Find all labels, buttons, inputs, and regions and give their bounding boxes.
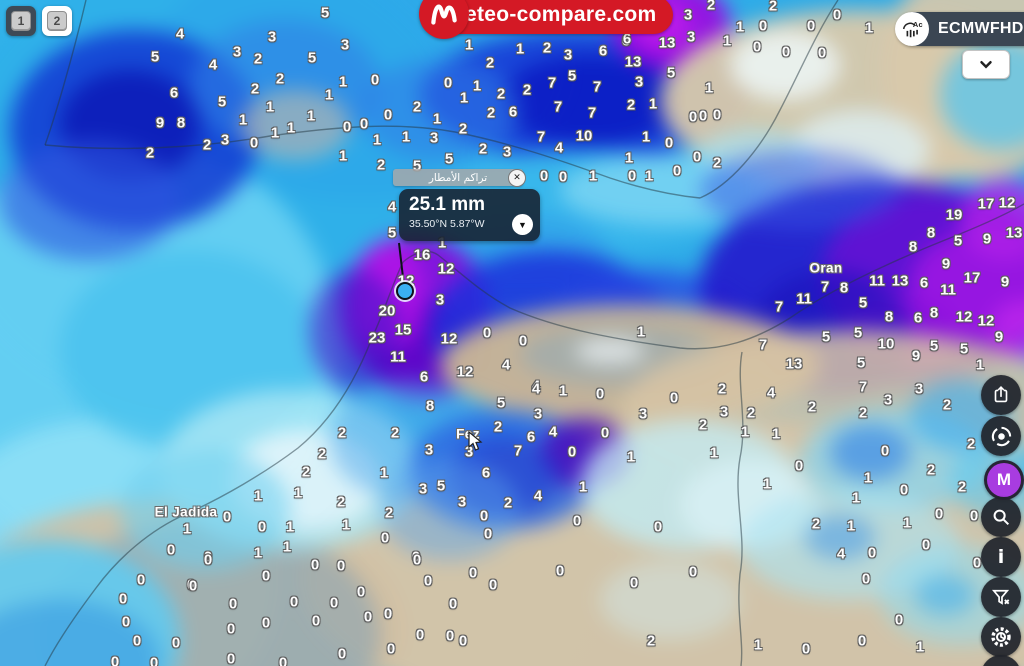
layer-button-2[interactable]: 2 xyxy=(42,6,72,36)
model-name: ECMWFHD xyxy=(938,20,1024,37)
accumulation-icon: Ac xyxy=(895,12,929,46)
chevron-down-icon xyxy=(980,61,992,69)
cyclone-icon xyxy=(991,426,1011,446)
mouse-cursor xyxy=(468,430,484,458)
share-button[interactable] xyxy=(981,375,1021,415)
svg-text:Ac: Ac xyxy=(913,20,923,29)
filter-x-icon xyxy=(991,589,1009,605)
layer-button-1[interactable]: 1 xyxy=(6,6,36,36)
location-marker[interactable] xyxy=(396,282,414,300)
layer-button-2-label: 2 xyxy=(47,11,67,31)
tooltip-header[interactable]: تراكم الأمطار ✕ xyxy=(393,169,526,187)
tooltip-title: تراكم الأمطار xyxy=(428,171,488,184)
precip-value-readout: 25.1 mm xyxy=(409,194,486,215)
coordinates-readout: 35.50°N 5.87°W xyxy=(409,218,485,230)
info-icon: i xyxy=(997,546,1005,568)
settings-button[interactable] xyxy=(981,617,1021,657)
share-icon xyxy=(994,386,1008,403)
expand-arrow-icon[interactable]: ▼ xyxy=(512,214,533,235)
search-button[interactable] xyxy=(981,497,1021,537)
close-icon[interactable]: ✕ xyxy=(508,169,526,187)
filter-clear-button[interactable] xyxy=(981,577,1021,617)
secondary-dropdown[interactable] xyxy=(962,50,1010,79)
layers-button[interactable] xyxy=(981,655,1021,666)
logo-m-icon xyxy=(419,0,469,39)
search-icon xyxy=(993,509,1010,526)
layer-button-1-label: 1 xyxy=(11,11,31,31)
model-m-button[interactable]: M xyxy=(984,460,1024,500)
gear-icon xyxy=(991,627,1011,647)
site-logo[interactable]: eteo-compare.com xyxy=(419,0,673,39)
cyclone-button[interactable] xyxy=(981,416,1021,456)
model-selector[interactable]: Ac ECMWFHD xyxy=(895,12,1024,46)
info-button[interactable]: i xyxy=(981,537,1021,577)
m-label: M xyxy=(996,470,1012,489)
map-tooltip: 25.1 mm 35.50°N 5.87°W ▼ xyxy=(399,189,540,241)
